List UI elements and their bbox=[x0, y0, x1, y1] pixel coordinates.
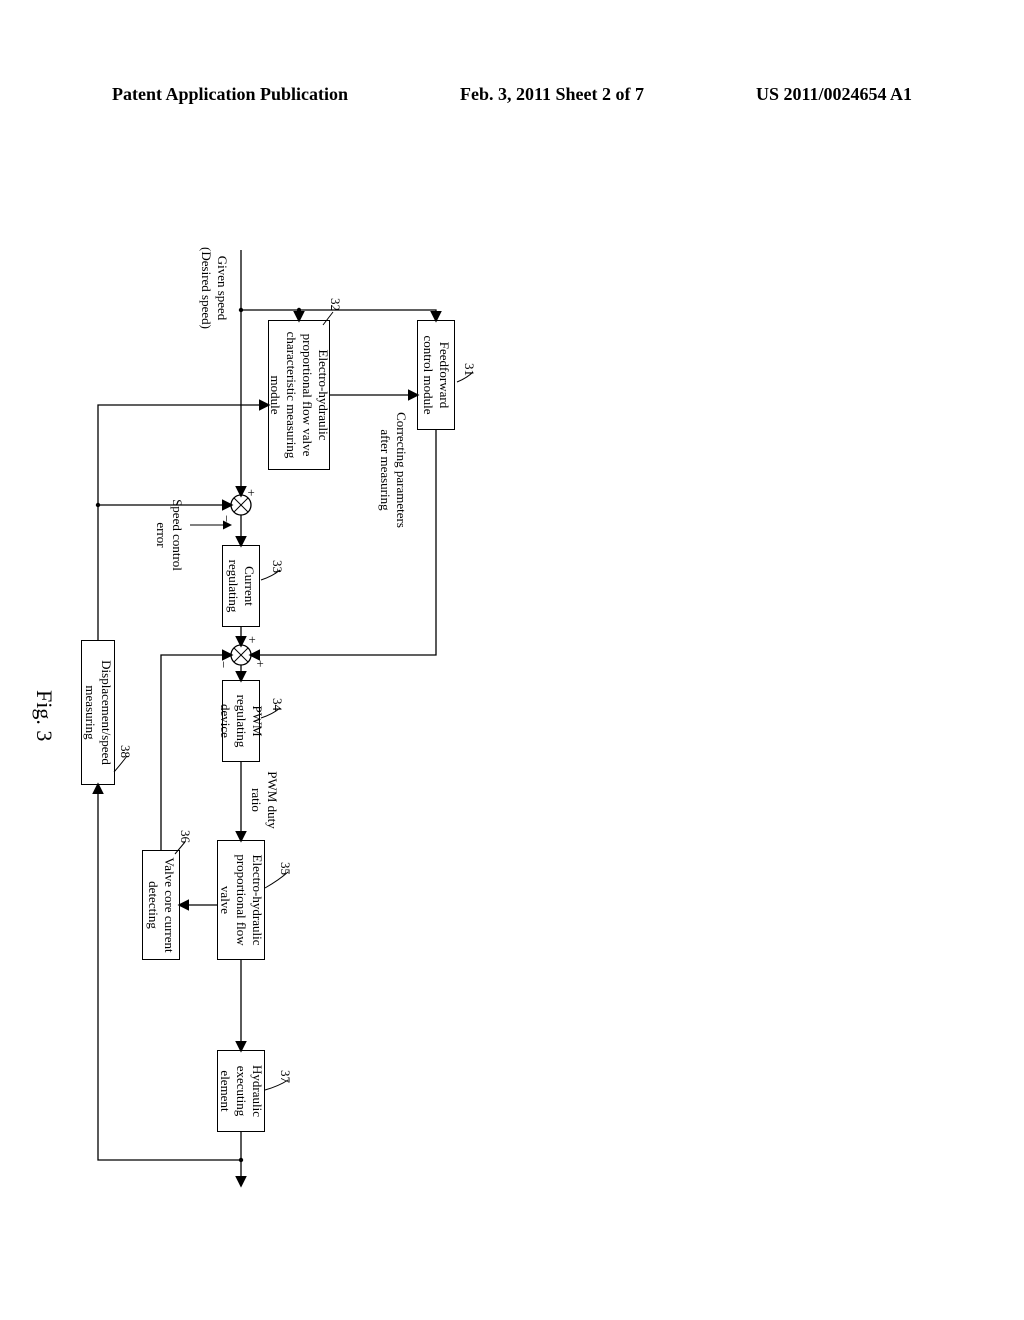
block-diagram: Feedforward control module Electro-hydra… bbox=[5, 250, 455, 1190]
sum2 bbox=[231, 645, 251, 665]
header-left: Patent Application Publication bbox=[112, 84, 348, 105]
sign-sum2-minus: − bbox=[216, 661, 231, 668]
header-right: US 2011/0024654 A1 bbox=[756, 84, 912, 105]
sum1 bbox=[231, 495, 251, 515]
sign-sum1-plus-left: + bbox=[244, 489, 259, 496]
sign-sum2-plus-left: + bbox=[245, 636, 260, 643]
header-center: Feb. 3, 2011 Sheet 2 of 7 bbox=[460, 84, 644, 105]
diagram-wires: + − + + − bbox=[5, 250, 455, 1190]
sign-sum1-minus: − bbox=[219, 515, 234, 522]
ref-31: 31 bbox=[461, 363, 477, 376]
sign-sum2-plus-top: + bbox=[253, 660, 268, 667]
